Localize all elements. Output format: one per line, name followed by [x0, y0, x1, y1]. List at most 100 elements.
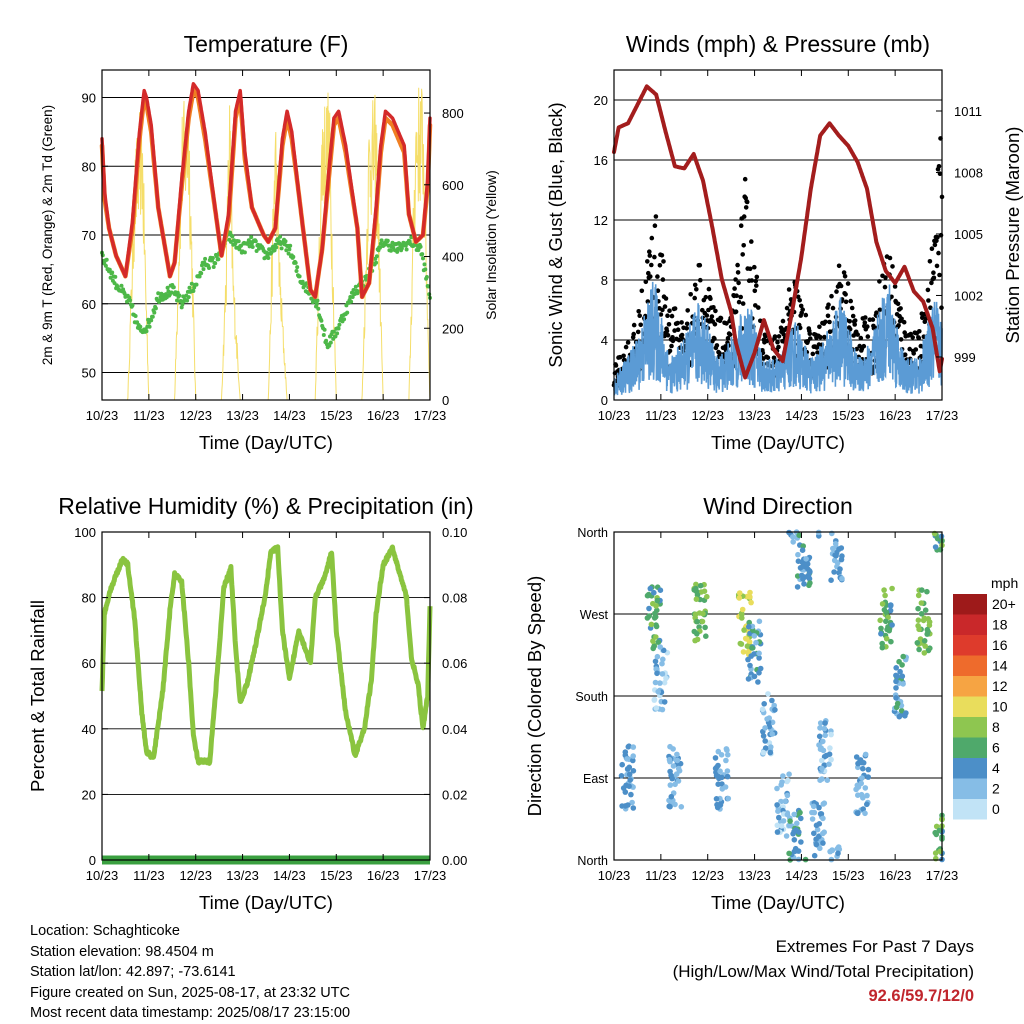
direction-point [745, 656, 751, 663]
dewpoint-point [418, 244, 423, 249]
direction-point [651, 643, 657, 650]
direction-point [762, 725, 768, 731]
gust-point [637, 313, 642, 319]
direction-point [650, 638, 656, 644]
direction-point [760, 749, 767, 756]
direction-point [659, 660, 665, 667]
gust-point [706, 286, 712, 292]
direction-point [701, 588, 708, 594]
x-tick-label: 10/23 [598, 868, 631, 883]
gust-point [659, 253, 665, 258]
dewpoint-point [211, 265, 216, 269]
y-tick-label: 20 [82, 787, 96, 802]
direction-point [933, 823, 940, 830]
dewpoint-point [374, 254, 379, 259]
y2-tick-label: 1002 [954, 288, 983, 303]
gust-point [652, 223, 658, 228]
direction-point [791, 828, 797, 835]
direction-point [657, 587, 664, 593]
direction-point [883, 635, 890, 642]
dewpoint-point [328, 340, 333, 345]
dewpoint-point [423, 267, 428, 272]
dewpoint-point [177, 293, 182, 298]
direction-point [883, 609, 890, 616]
direction-point [860, 806, 866, 812]
gust-point [733, 309, 739, 315]
dewpoint-point [207, 266, 211, 270]
direction-point [826, 761, 832, 767]
dewpoint-point [228, 239, 233, 244]
dewpoint-point [345, 310, 350, 315]
dewpoint-point [152, 310, 157, 315]
location-text: Location: Schaghticoke [30, 923, 180, 939]
gust-point [717, 350, 722, 356]
direction-point [822, 732, 828, 739]
dewpoint-point [324, 338, 329, 343]
direction-point [889, 622, 895, 628]
x-tick-label: 16/23 [367, 408, 400, 423]
dewpoint-point [237, 247, 242, 252]
panel-humidity: 10/23 11/23 12/23 13/23 14/23 15/23 16/23 17/23… [27, 493, 474, 913]
gust-point [724, 321, 729, 326]
dewpoint-point [213, 261, 218, 266]
direction-point [626, 783, 632, 789]
dewpoint-point [314, 301, 319, 306]
dewpoint-point [342, 317, 347, 322]
dewpoint-point [210, 256, 215, 260]
gust-point [655, 288, 661, 294]
direction-point [713, 772, 720, 779]
gust-point [911, 351, 916, 356]
gust-point [929, 246, 935, 251]
legend-label: 0 [992, 801, 1000, 817]
direction-point [630, 757, 636, 764]
direction-point [784, 778, 790, 785]
dewpoint-point [337, 322, 342, 327]
direction-point [659, 706, 666, 713]
gust-point [662, 304, 668, 309]
gust-point [843, 292, 848, 297]
gust-point [735, 262, 740, 268]
direction-point [831, 569, 837, 575]
dewpoint-point [185, 298, 190, 303]
gust-point [882, 284, 888, 290]
dewpoint-point [291, 254, 296, 259]
direction-point [813, 822, 820, 829]
direction-point [670, 763, 677, 769]
direction-point [899, 673, 906, 679]
gust-point [902, 352, 908, 358]
direction-point [736, 595, 743, 601]
gust-point [625, 340, 631, 345]
direction-point [739, 615, 745, 621]
gust-point [817, 324, 822, 330]
direction-point [795, 551, 801, 558]
direction-point [900, 653, 906, 660]
y-tick-label: North [577, 526, 608, 540]
direction-point [766, 723, 773, 730]
direction-point [739, 606, 746, 613]
gust-point [647, 249, 652, 254]
direction-point [744, 636, 750, 642]
direction-point [882, 592, 888, 599]
gust-point [858, 335, 864, 341]
gust-point [784, 305, 790, 311]
dewpoint-point [331, 329, 336, 334]
panel-winds: 10/23 11/23 12/23 13/23 14/23 15/23 16/23 17/23… [545, 31, 1023, 453]
gust-point [780, 318, 786, 324]
gust-point [771, 355, 777, 361]
gust-point [932, 242, 938, 248]
y2-tick-label: 1011 [954, 104, 982, 119]
dewpoint-point [153, 306, 158, 311]
direction-point [879, 601, 886, 607]
direction-point [800, 543, 806, 549]
dewpoint-point [110, 270, 115, 275]
gust-point [749, 239, 754, 244]
gust-point [736, 299, 742, 305]
direction-point [791, 837, 798, 843]
direction-point [857, 757, 864, 763]
gust-point [928, 305, 933, 311]
direction-point [864, 801, 870, 808]
direction-point [837, 566, 843, 572]
direction-point [932, 850, 939, 856]
gust-point [675, 327, 681, 333]
